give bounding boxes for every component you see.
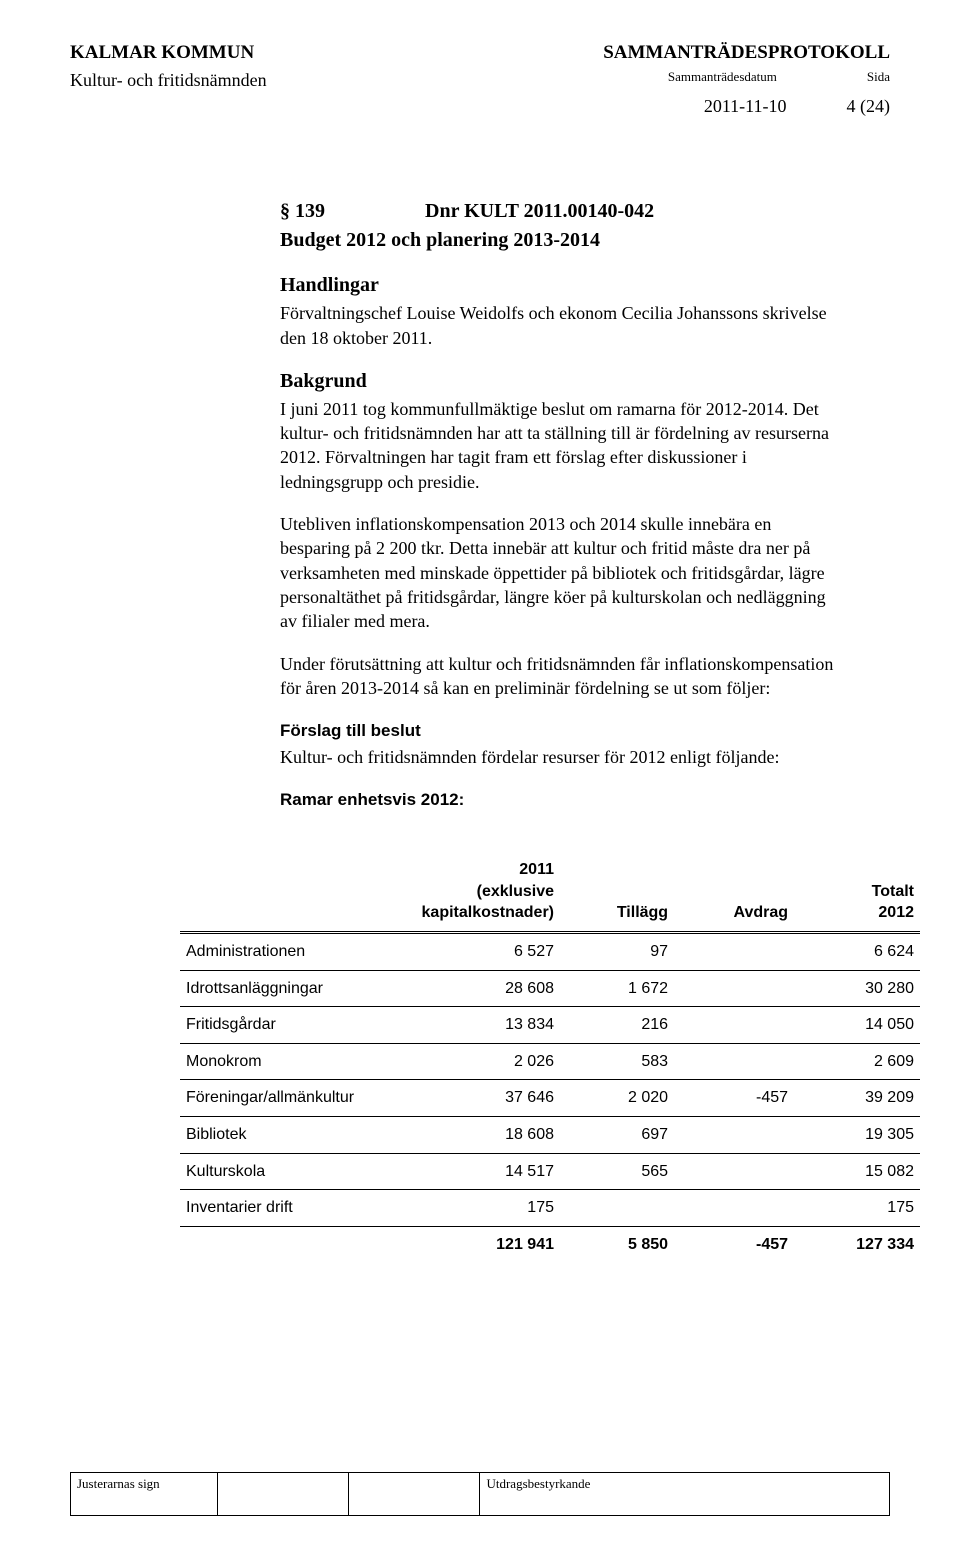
row-c1: 13 834 — [410, 1007, 560, 1044]
row-c4: 39 209 — [794, 1080, 920, 1117]
bakgrund-label: Bakgrund — [280, 368, 840, 395]
row-c2: 565 — [560, 1153, 674, 1190]
row-c1: 6 527 — [410, 933, 560, 971]
row-c1: 37 646 — [410, 1080, 560, 1117]
table-row: Kulturskola14 517565 15 082 — [180, 1153, 920, 1190]
row-c2: 97 — [560, 933, 674, 971]
row-c3 — [674, 933, 794, 971]
page-number: 4 (24) — [847, 94, 891, 118]
col1-h1: 2011 — [416, 859, 554, 881]
total-label — [180, 1226, 410, 1262]
row-c4: 19 305 — [794, 1117, 920, 1154]
row-c2: 2 020 — [560, 1080, 674, 1117]
row-c2: 583 — [560, 1043, 674, 1080]
total-c1: 121 941 — [410, 1226, 560, 1262]
row-c3 — [674, 1007, 794, 1044]
row-c3 — [674, 1153, 794, 1190]
col4-h1: Totalt — [800, 881, 914, 903]
row-c4: 15 082 — [794, 1153, 920, 1190]
row-c2: 1 672 — [560, 970, 674, 1007]
budget-table: 2011 (exklusive kapitalkostnader) Tilläg… — [180, 852, 920, 1262]
date-label: Sammanträdesdatum — [668, 68, 777, 92]
committee-name: Kultur- och fritidsnämnden — [70, 68, 267, 92]
row-c2: 697 — [560, 1117, 674, 1154]
table-row: Inventarier drift175175 — [180, 1190, 920, 1227]
page-label: Sida — [867, 68, 890, 92]
row-c1: 175 — [410, 1190, 560, 1227]
bakgrund-p1: I juni 2011 tog kommunfullmäktige beslut… — [280, 397, 840, 494]
row-c4: 6 624 — [794, 933, 920, 971]
table-row: Administrationen6 52797 6 624 — [180, 933, 920, 971]
footer-sign-label: Justerarnas sign — [71, 1473, 218, 1516]
row-label: Monokrom — [180, 1043, 410, 1080]
meta-row: 2011-11-10 4 (24) — [70, 94, 890, 118]
col3-header: Avdrag — [674, 852, 794, 932]
forslag-label: Förslag till beslut — [280, 720, 840, 743]
header-org: KALMAR KOMMUN — [70, 40, 254, 66]
bakgrund-p3: Under förutsättning att kultur och friti… — [280, 652, 840, 701]
row-c1: 28 608 — [410, 970, 560, 1007]
row-c3 — [674, 1043, 794, 1080]
header-doc-type: SAMMANTRÄDESPROTOKOLL — [603, 40, 890, 66]
forslag-text: Kultur- och fritidsnämnden fördelar resu… — [280, 745, 840, 769]
row-label: Inventarier drift — [180, 1190, 410, 1227]
row-c1: 2 026 — [410, 1043, 560, 1080]
col4-h2: 2012 — [800, 902, 914, 924]
table-total-row: 121 9415 850-457127 334 — [180, 1226, 920, 1262]
row-label: Bibliotek — [180, 1117, 410, 1154]
document-body: § 139 Dnr KULT 2011.00140-042 Budget 201… — [280, 198, 840, 812]
footer-cert-label: Utdragsbestyrkande — [480, 1473, 890, 1516]
row-c2 — [560, 1190, 674, 1227]
row-c1: 18 608 — [410, 1117, 560, 1154]
col1-h2: (exklusive — [416, 881, 554, 903]
row-c3: -457 — [674, 1080, 794, 1117]
table-row: Idrottsanläggningar28 6081 672 30 280 — [180, 970, 920, 1007]
dnr: Dnr KULT 2011.00140-042 — [425, 198, 654, 225]
row-label: Föreningar/allmänkultur — [180, 1080, 410, 1117]
table-row: Föreningar/allmänkultur37 6462 020-45739… — [180, 1080, 920, 1117]
col2-header: Tillägg — [560, 852, 674, 932]
total-c4: 127 334 — [794, 1226, 920, 1262]
row-label: Idrottsanläggningar — [180, 970, 410, 1007]
bakgrund-p2: Utebliven inflationskompensation 2013 oc… — [280, 512, 840, 633]
row-c2: 216 — [560, 1007, 674, 1044]
row-c3 — [674, 1190, 794, 1227]
section-symbol: § 139 — [280, 198, 325, 225]
col1-h3: kapitalkostnader) — [416, 902, 554, 924]
row-c3 — [674, 970, 794, 1007]
table-row: Monokrom2 026583 2 609 — [180, 1043, 920, 1080]
row-c4: 14 050 — [794, 1007, 920, 1044]
total-c3: -457 — [674, 1226, 794, 1262]
row-c4: 2 609 — [794, 1043, 920, 1080]
handlingar-text: Förvaltningschef Louise Weidolfs och eko… — [280, 301, 840, 350]
document-title: Budget 2012 och planering 2013-2014 — [280, 227, 840, 254]
row-c1: 14 517 — [410, 1153, 560, 1190]
header-row: KALMAR KOMMUN SAMMANTRÄDESPROTOKOLL — [70, 40, 890, 66]
subheader-right: Sammanträdesdatum Sida — [668, 68, 890, 92]
subheader-row: Kultur- och fritidsnämnden Sammanträdesd… — [70, 68, 890, 92]
row-label: Kulturskola — [180, 1153, 410, 1190]
total-c2: 5 850 — [560, 1226, 674, 1262]
meeting-date: 2011-11-10 — [704, 94, 787, 118]
row-c3 — [674, 1117, 794, 1154]
handlingar-label: Handlingar — [280, 272, 840, 299]
page-footer: Justerarnas sign Utdragsbestyrkande — [70, 1472, 890, 1516]
table-row: Bibliotek18 608697 19 305 — [180, 1117, 920, 1154]
row-label: Administrationen — [180, 933, 410, 971]
ramar-label: Ramar enhetsvis 2012: — [280, 789, 840, 812]
table-row: Fritidsgårdar13 834216 14 050 — [180, 1007, 920, 1044]
row-label: Fritidsgårdar — [180, 1007, 410, 1044]
row-c4: 30 280 — [794, 970, 920, 1007]
row-c4: 175 — [794, 1190, 920, 1227]
